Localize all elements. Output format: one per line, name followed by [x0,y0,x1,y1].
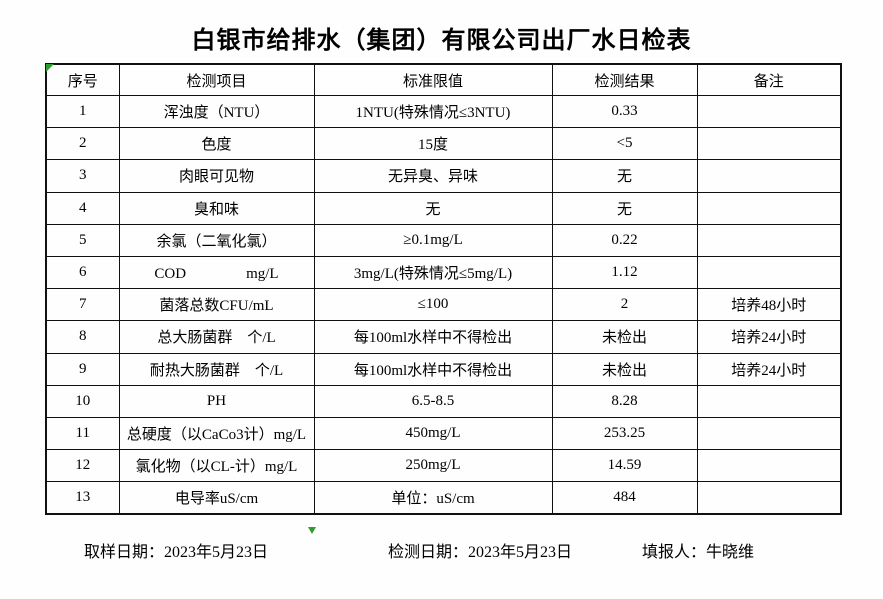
table-row: 13 电导率uS/cm 单位：uS/cm 484 [45,481,842,515]
cell-no: 8 [45,320,120,354]
cell-remark [696,191,842,225]
cell-result: 0.33 [551,94,698,129]
excel-error-indicator-icon [46,64,54,72]
cell-standard: 单位：uS/cm [313,481,553,515]
table-row: 9 耐热大肠菌群 个/L 每100ml水样中不得检出 未检出 培养24小时 [45,352,842,386]
table-header-row: 序号 检测项目 标准限值 检测结果 备注 [45,63,842,96]
cell-result: 未检出 [551,352,698,386]
cell-item: 色度 [118,127,315,161]
cell-no: 4 [45,191,120,225]
header-cell-remark: 备注 [696,63,842,96]
table-row: 7 菌落总数CFU/mL ≤100 2 培养48小时 [45,288,842,322]
table-row: 3 肉眼可见物 无异臭、异味 无 [45,159,842,193]
table-row: 5 余氯（二氧化氯） ≥0.1mg/L 0.22 [45,223,842,257]
cell-remark [696,223,842,257]
footer-test-date: 检测日期：2023年5月23日 [388,544,573,561]
cell-standard: 6.5-8.5 [313,384,553,418]
cell-no: 6 [45,255,120,290]
cell-result: 2 [551,288,698,322]
cell-result: <5 [551,127,698,161]
cell-item: 浑浊度（NTU） [118,94,315,129]
cell-item: 电导率uS/cm [118,481,315,515]
header-cell-item: 检测项目 [118,63,315,96]
table-row: 1 浑浊度（NTU） 1NTU(特殊情况≤3NTU) 0.33 [45,94,842,129]
cell-item: 菌落总数CFU/mL [118,288,315,322]
daily-check-table: 序号 检测项目 标准限值 检测结果 备注 1 浑浊度（NTU） 1NTU(特殊情… [45,63,842,516]
cell-result: 0.22 [551,223,698,257]
table-row: 6 COD mg/L 3mg/L(特殊情况≤5mg/L) 1.12 [45,255,842,290]
page-title: 白银市给排水（集团）有限公司出厂水日检表 [191,28,692,54]
cell-standard: ≥0.1mg/L [313,223,553,257]
header-cell-no: 序号 [45,63,120,96]
cell-item: 总硬度（以CaCo3计）mg/L [118,416,315,451]
table-row: 10 PH 6.5-8.5 8.28 [45,384,842,418]
cell-no: 13 [45,481,120,515]
cell-item: 氯化物（以CL-计）mg/L [118,449,315,483]
cell-no: 7 [45,288,120,322]
table-row: 8 总大肠菌群 个/L 每100ml水样中不得检出 未检出 培养24小时 [45,320,842,354]
table-row: 2 色度 15度 <5 [45,127,842,161]
cell-standard: 3mg/L(特殊情况≤5mg/L) [313,255,553,290]
cell-item: 总大肠菌群 个/L [118,320,315,354]
cell-item: PH [118,384,315,418]
table-row: 11 总硬度（以CaCo3计）mg/L 450mg/L 253.25 [45,416,842,451]
cell-remark [696,481,842,515]
cell-remark: 培养48小时 [696,288,842,322]
table-row: 4 臭和味 无 无 [45,191,842,225]
cell-remark [696,449,842,483]
table-body: 1 浑浊度（NTU） 1NTU(特殊情况≤3NTU) 0.33 2 色度 15度… [45,94,842,515]
cell-result: 14.59 [551,449,698,483]
cell-no: 3 [45,159,120,193]
cell-remark [696,127,842,161]
cell-result: 1.12 [551,255,698,290]
cell-no: 2 [45,127,120,161]
cell-standard: 15度 [313,127,553,161]
cell-remark: 培养24小时 [696,352,842,386]
cell-result: 无 [551,191,698,225]
cell-standard: 无异臭、异味 [313,159,553,193]
cell-standard: 每100ml水样中不得检出 [313,320,553,354]
cell-result: 253.25 [551,416,698,451]
cell-standard: 450mg/L [313,416,553,451]
cell-item: 肉眼可见物 [118,159,315,193]
cell-no: 1 [45,94,120,129]
table-row: 12 氯化物（以CL-计）mg/L 250mg/L 14.59 [45,449,842,483]
cell-remark [696,159,842,193]
cell-no: 10 [45,384,120,418]
cell-result: 无 [551,159,698,193]
cell-item: 臭和味 [118,191,315,225]
footer-sample-date: 取样日期：2023年5月23日 [84,544,269,561]
cell-item: 耐热大肠菌群 个/L [118,352,315,386]
cell-remark [696,416,842,451]
cell-no: 12 [45,449,120,483]
cell-remark: 培养24小时 [696,320,842,354]
cell-remark [696,255,842,290]
header-cell-result: 检测结果 [551,63,698,96]
cell-standard: 无 [313,191,553,225]
cell-result: 484 [551,481,698,515]
cell-result: 8.28 [551,384,698,418]
cell-result: 未检出 [551,320,698,354]
cell-standard: 每100ml水样中不得检出 [313,352,553,386]
footer-reporter: 填报人：牛晓维 [642,544,755,561]
footer: 取样日期：2023年5月23日 检测日期：2023年5月23日 填报人：牛晓维 [0,538,883,562]
cell-standard: ≤100 [313,288,553,322]
cell-no: 5 [45,223,120,257]
cell-remark [696,384,842,418]
cell-standard: 250mg/L [313,449,553,483]
cell-no: 9 [45,352,120,386]
cell-item: 余氯（二氧化氯） [118,223,315,257]
cell-standard: 1NTU(特殊情况≤3NTU) [313,94,553,129]
header-cell-standard: 标准限值 [313,63,553,96]
green-triangle-marker-icon [308,527,316,534]
cell-remark [696,94,842,129]
cell-item: COD mg/L [118,255,315,290]
cell-no: 11 [45,416,120,451]
